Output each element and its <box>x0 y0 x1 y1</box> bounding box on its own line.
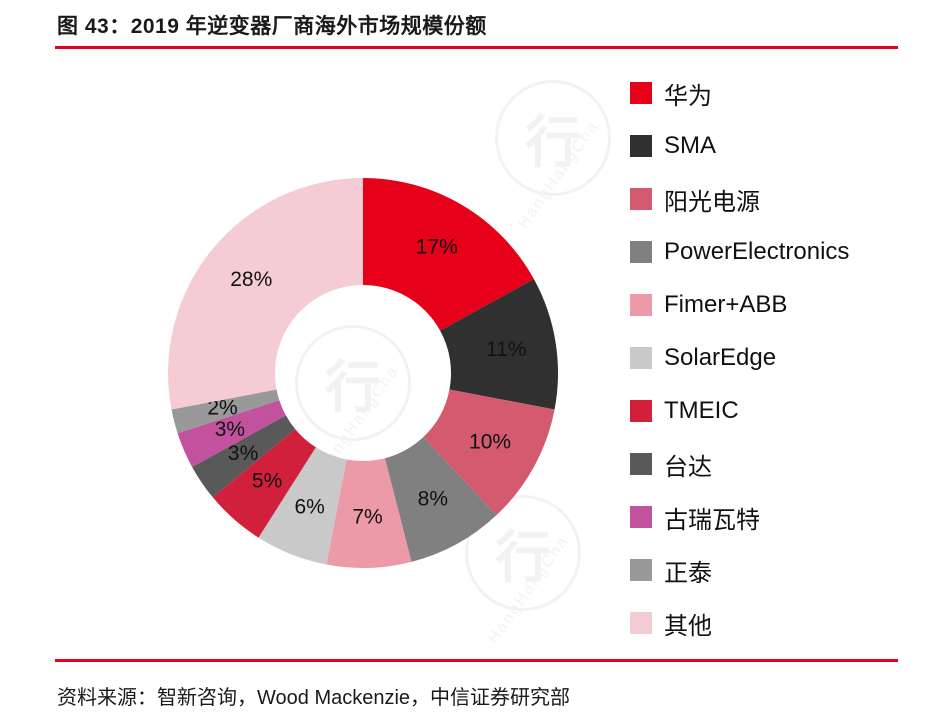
legend-item: 华为 <box>630 78 849 110</box>
slice-value-label: 2% <box>207 397 237 420</box>
slice-value-label: 3% <box>215 418 245 441</box>
legend-swatch-icon <box>630 188 652 210</box>
pie-slice-正泰 <box>171 389 280 434</box>
legend-item: PowerElectronics <box>630 237 849 267</box>
legend-item: 其他 <box>630 608 849 640</box>
pie-slice-SolarEdge <box>258 447 347 565</box>
legend-swatch-icon <box>630 453 652 475</box>
pie-slice-PowerElectronics <box>384 437 497 562</box>
legend-label: 正泰 <box>664 559 712 587</box>
slice-value-label: 3% <box>228 442 258 465</box>
legend-swatch-icon <box>630 612 652 634</box>
legend-label: 台达 <box>664 453 712 481</box>
legend-label: 华为 <box>664 82 712 110</box>
slice-value-label: 5% <box>252 469 282 492</box>
pie-slice-阳光电源 <box>423 389 555 516</box>
legend-item: 阳光电源 <box>630 184 849 216</box>
legend-swatch-icon <box>630 506 652 528</box>
slice-value-label: 6% <box>294 495 324 518</box>
legend-item: 正泰 <box>630 555 849 587</box>
pie-slice-台达 <box>192 415 296 498</box>
legend-label: Fimer+ABB <box>664 291 788 318</box>
slice-value-label: 28% <box>230 268 272 291</box>
legend-swatch-icon <box>630 400 652 422</box>
slice-value-label: 11% <box>486 338 526 361</box>
legend-swatch-icon <box>630 82 652 104</box>
legend-item: 台达 <box>630 449 849 481</box>
slice-value-label: 10% <box>469 430 511 453</box>
legend-swatch-icon <box>630 135 652 157</box>
bottom-divider-rule <box>55 659 898 662</box>
legend-label: 古瑞瓦特 <box>664 506 760 534</box>
pie-slice-SMA <box>440 279 558 410</box>
legend-label: SolarEdge <box>664 344 777 371</box>
legend-item: SMA <box>630 131 849 161</box>
slice-value-label: 8% <box>418 488 448 511</box>
legend-label: PowerElectronics <box>664 238 850 265</box>
donut-chart-svg: 17%11%10%8%7%6%5%3%3%2%28% <box>167 178 558 569</box>
pie-slice-华为 <box>363 178 534 331</box>
legend-label: 阳光电源 <box>664 188 760 216</box>
legend-item: SolarEdge <box>630 343 849 373</box>
legend-label: 其他 <box>664 612 712 640</box>
slice-value-label: 17% <box>416 236 458 259</box>
legend-swatch-icon <box>630 241 652 263</box>
pie-slice-其他 <box>167 178 363 410</box>
legend-label: TMEIC <box>664 397 739 424</box>
chart-legend: 华为 SMA 阳光电源 PowerElectronics Fimer+ABB SolarE… <box>630 78 849 661</box>
pie-slice-Fimer+ABB <box>326 458 412 569</box>
donut-chart: 17% 11% 10% 8% 7% 6% 5% 3% 3% 2% 28% <box>148 158 578 588</box>
legend-swatch-icon <box>630 559 652 581</box>
pie-slice-TMEIC <box>212 429 316 538</box>
pie-slice-古瑞瓦特 <box>177 400 286 467</box>
slice-value-label: 7% <box>352 505 382 528</box>
legend-item: TMEIC <box>630 396 849 426</box>
legend-swatch-icon <box>630 294 652 316</box>
legend-item: 古瑞瓦特 <box>630 502 849 534</box>
figure-title: 图 43：2019 年逆变器厂商海外市场规模份额 <box>57 15 487 38</box>
top-divider-rule <box>55 46 898 49</box>
legend-swatch-icon <box>630 347 652 369</box>
legend-label: SMA <box>664 132 717 159</box>
source-note: 资料来源：智新咨询，Wood Mackenzie，中信证券研究部 <box>57 687 571 709</box>
legend-item: Fimer+ABB <box>630 290 849 320</box>
